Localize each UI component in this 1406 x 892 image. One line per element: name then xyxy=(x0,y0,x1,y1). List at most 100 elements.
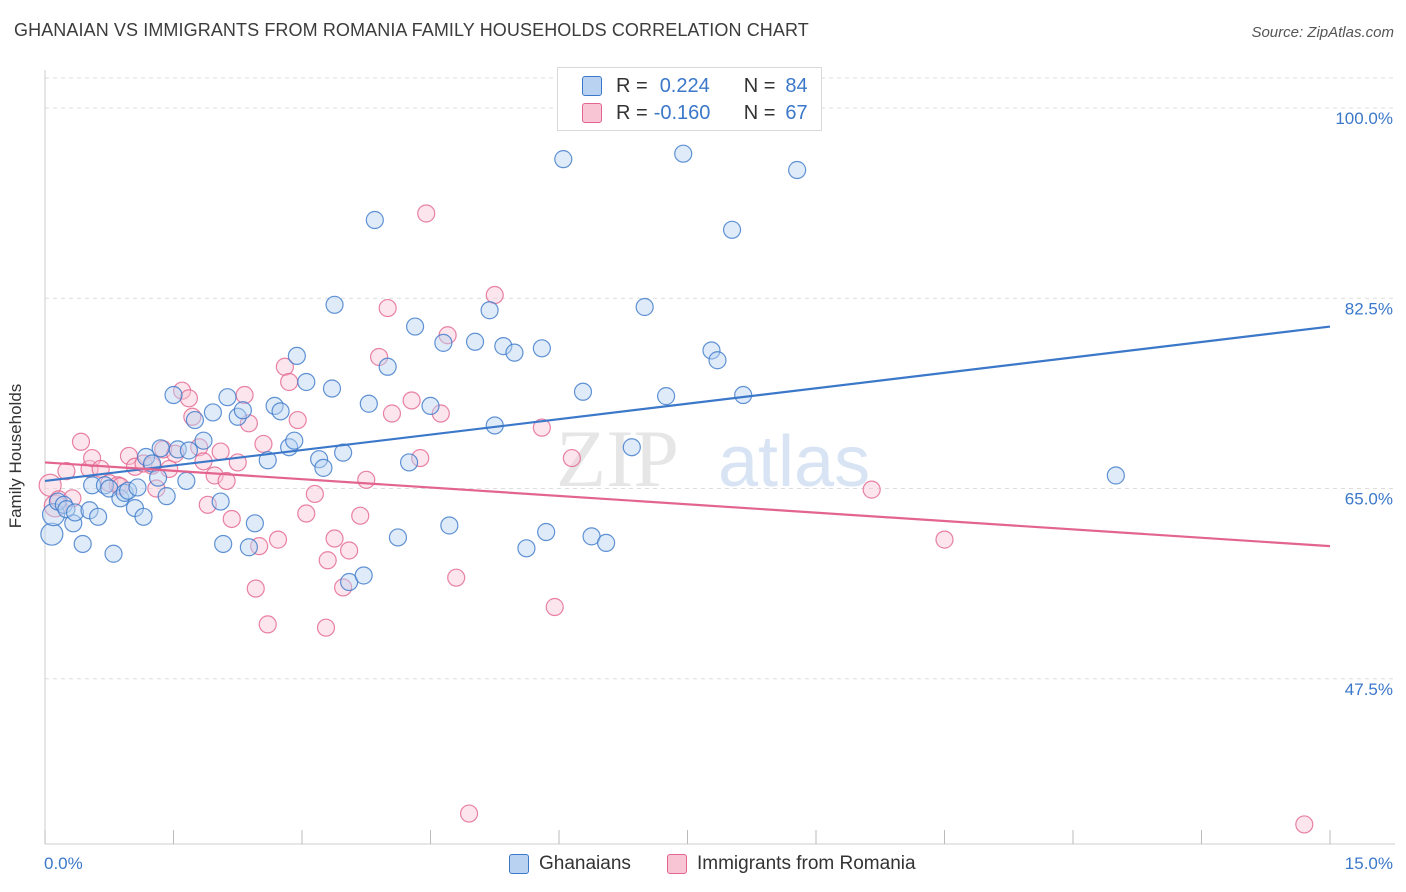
watermark: ZIP atlas xyxy=(556,413,870,504)
r-label: R = xyxy=(616,74,648,97)
romania-point xyxy=(382,404,402,423)
ghanaian-point xyxy=(734,385,753,405)
ghanaian-point xyxy=(179,441,199,460)
chart-title: GHANAIAN VS IMMIGRANTS FROM ROMANIA FAMI… xyxy=(14,20,809,40)
ghanaian-point xyxy=(573,382,593,401)
ghanaian-point xyxy=(218,388,237,407)
x-tick-label-max: 15.0% xyxy=(1345,854,1393,873)
watermark-zip: ZIP xyxy=(556,413,679,504)
ghanaian-point xyxy=(177,471,196,491)
ghanaian-point xyxy=(148,468,168,487)
romania-point xyxy=(71,432,91,451)
romania-point xyxy=(179,389,199,408)
romania-point xyxy=(258,615,277,634)
ghanaian-point xyxy=(203,403,223,422)
ghanaian-point xyxy=(656,387,676,406)
ghanaian-point xyxy=(185,410,205,430)
ghanaian-point xyxy=(622,438,641,457)
correlation-legend: R = 0.224 N = 84 R = -0.160 N = 67 xyxy=(557,67,822,131)
romania-point xyxy=(411,448,430,468)
y-tick-label: 100.0% xyxy=(1335,109,1393,128)
romania-point xyxy=(562,448,581,468)
ghanaian-point xyxy=(211,492,230,511)
romania-point xyxy=(325,529,344,548)
legend-row-romania: R = -0.160 N = 67 xyxy=(582,101,808,125)
ghanaian-point xyxy=(788,160,807,180)
romania-point xyxy=(316,618,336,637)
ghanaian-point xyxy=(554,150,573,169)
ghanaian-point xyxy=(258,451,277,470)
legend-swatch-pink xyxy=(582,103,602,123)
ghanaian-point xyxy=(388,528,408,547)
ghanaian-point xyxy=(517,539,536,558)
ghanaian-point xyxy=(465,332,485,351)
romania-point xyxy=(459,804,479,823)
romania-point xyxy=(57,462,76,481)
romania-point xyxy=(318,551,337,570)
romania-point xyxy=(340,541,359,560)
watermark-atlas: atlas xyxy=(718,422,870,502)
romania-point xyxy=(431,404,450,423)
ghanaian-point xyxy=(702,341,721,360)
n-value: 84 xyxy=(785,74,808,97)
trend-line-ghanaians xyxy=(44,325,1331,483)
ghanaian-point xyxy=(399,453,419,472)
ghanaian-point xyxy=(505,343,524,362)
ghanaian-point xyxy=(325,295,344,314)
romania-point xyxy=(378,298,397,318)
romania-point xyxy=(447,568,466,587)
ghanaian-point xyxy=(314,458,333,477)
y-tick-label: 47.5% xyxy=(1345,680,1393,699)
ghanaian-point xyxy=(297,372,316,392)
ghanaian-point xyxy=(134,507,153,526)
ghanaian-point xyxy=(310,450,329,469)
ghanaian-point xyxy=(128,478,147,497)
romania-point xyxy=(351,506,370,525)
r-label: R = xyxy=(616,101,648,124)
ghanaian-point xyxy=(532,339,551,358)
legend-label: Immigrants from Romania xyxy=(697,853,916,874)
y-axis-title: Family Households xyxy=(6,383,25,529)
ghanaian-point xyxy=(157,487,176,506)
ghanaian-point xyxy=(708,351,727,370)
legend-item-romania: Immigrants from Romania xyxy=(667,851,916,877)
trend-line-romania xyxy=(44,461,1331,548)
romania-point xyxy=(217,471,236,491)
legend-swatch-pink xyxy=(667,854,687,874)
axes xyxy=(44,70,1395,845)
ghanaian-point xyxy=(151,439,170,458)
ghanaian-point xyxy=(635,297,654,317)
ghanaian-point xyxy=(73,534,92,554)
ghanaian-point xyxy=(597,533,616,552)
romania-point xyxy=(357,470,376,489)
ghanaian-point xyxy=(285,431,304,450)
ghanaian-point xyxy=(83,476,102,495)
romania-point xyxy=(172,381,192,400)
legend-swatch-blue xyxy=(509,854,529,874)
ghanaian-point xyxy=(194,431,213,450)
y-tick-label: 65.0% xyxy=(1345,490,1393,509)
x-tick-labels: 0.0% 15.0% xyxy=(44,854,1393,873)
romania-point xyxy=(485,285,504,305)
ghanaian-point xyxy=(40,522,64,546)
ghanaian-point xyxy=(164,385,183,405)
romania-point xyxy=(222,509,241,529)
legend-item-ghanaians: Ghanaians xyxy=(509,851,631,877)
romania-point xyxy=(280,372,299,392)
romania-point xyxy=(268,530,288,549)
ghanaian-point xyxy=(537,522,556,542)
ghanaian-point xyxy=(722,220,742,239)
romania-point xyxy=(545,597,564,617)
ghanaian-point xyxy=(480,301,499,320)
source-note: Source: ZipAtlas.com xyxy=(1251,24,1394,41)
ghanaian-point xyxy=(359,394,378,413)
romania-point xyxy=(935,530,954,549)
series-ghanaians-points xyxy=(40,144,1125,592)
ghanaian-point xyxy=(322,379,342,398)
ghanaian-point xyxy=(354,566,373,585)
ghanaian-point xyxy=(365,210,384,230)
legend-row-ghanaians: R = 0.224 N = 84 xyxy=(582,74,808,98)
romania-point xyxy=(417,204,436,223)
romania-point xyxy=(532,418,551,437)
n-label: N = xyxy=(743,74,776,97)
